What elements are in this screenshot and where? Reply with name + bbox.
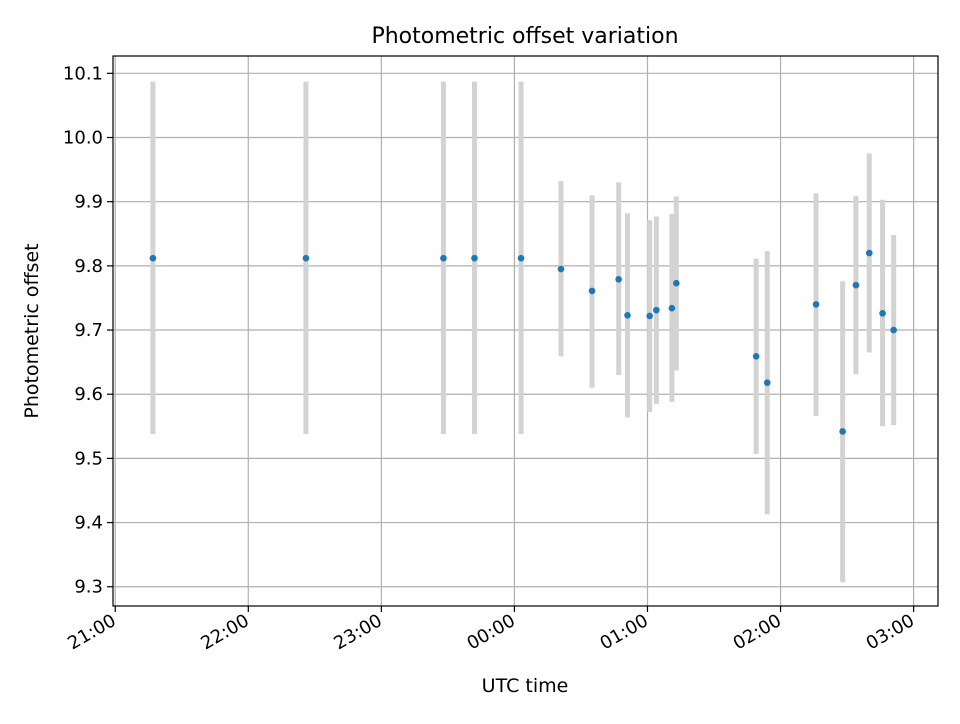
data-point <box>471 254 478 262</box>
data-point <box>653 306 660 314</box>
x-axis-label: UTC time <box>482 675 569 697</box>
grid <box>113 56 938 606</box>
data-point <box>557 265 565 273</box>
y-axis-label: Photometric offset <box>21 243 43 418</box>
points <box>149 249 897 435</box>
data-point <box>149 254 157 262</box>
y-tick-label: 9.4 <box>74 513 103 534</box>
data-point <box>624 311 631 319</box>
y-tick-label: 9.3 <box>74 577 103 598</box>
y-tick-label: 10.0 <box>63 128 103 149</box>
data-point <box>763 379 771 386</box>
data-point <box>879 310 886 317</box>
data-point <box>812 301 820 308</box>
data-point <box>839 428 846 435</box>
data-point <box>865 249 873 257</box>
data-point <box>668 304 676 312</box>
data-point <box>302 254 310 262</box>
data-point <box>752 353 760 360</box>
y-tick-label: 9.6 <box>74 384 103 405</box>
y-tick-label: 9.8 <box>74 256 103 277</box>
data-point <box>588 287 596 295</box>
data-point <box>517 254 525 262</box>
y-tick-label: 9.9 <box>74 192 103 213</box>
plot-frame <box>112 55 939 607</box>
data-point <box>440 254 447 262</box>
data-point <box>673 279 680 287</box>
data-point <box>890 326 897 334</box>
data-point <box>615 276 622 283</box>
data-point <box>852 281 860 289</box>
y-tick-label: 9.5 <box>74 448 103 469</box>
data-point <box>646 312 653 320</box>
chart-title: Photometric offset variation <box>371 24 678 49</box>
y-tick-label: 10.1 <box>63 63 103 84</box>
y-tick-label: 9.7 <box>74 320 103 341</box>
